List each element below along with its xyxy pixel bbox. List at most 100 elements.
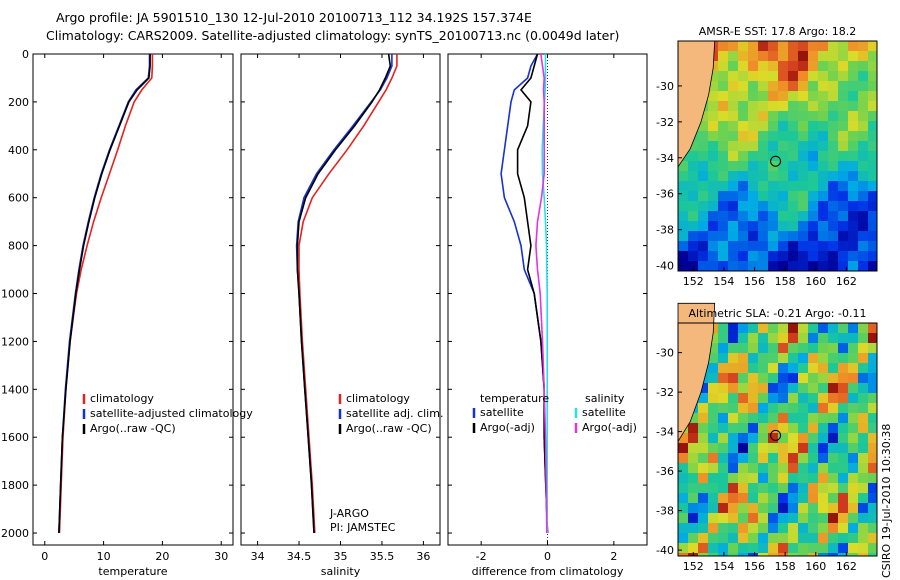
map-cell: [778, 141, 788, 151]
map-cell: [808, 463, 818, 473]
map-cell: [778, 383, 788, 393]
map-cell: [778, 533, 788, 543]
map-cell: [728, 211, 738, 221]
map-cell: [818, 433, 828, 443]
map-cell: [708, 131, 718, 141]
map-cell: [788, 553, 798, 556]
map-cell: [828, 171, 838, 181]
map-cell: [828, 261, 838, 271]
map-cell: [718, 151, 728, 161]
lon-tick-label: 160: [805, 560, 826, 573]
map-cell: [708, 91, 718, 101]
map-cell: [848, 543, 858, 553]
map-cell: [738, 453, 748, 463]
map-cell: [738, 151, 748, 161]
map-cell: [758, 171, 768, 181]
map-cell: [838, 201, 848, 211]
map-cell: [848, 201, 858, 211]
map-cell: [738, 261, 748, 271]
lon-tick-label: 152: [683, 275, 704, 288]
map-cell: [758, 523, 768, 533]
map-cell: [678, 161, 688, 171]
map-cell: [858, 503, 868, 513]
map-cell: [698, 383, 708, 393]
x-tick-label: 10: [97, 550, 111, 563]
map-cell: [808, 141, 818, 151]
map-cell: [708, 413, 718, 423]
map-cell: [698, 393, 708, 403]
map-cell: [698, 543, 708, 553]
map-cell: [848, 453, 858, 463]
map-cell: [858, 393, 868, 403]
map-cell: [708, 261, 718, 271]
map-cell: [798, 191, 808, 201]
map-cell: [808, 131, 818, 141]
map-cell: [798, 493, 808, 503]
map-cell: [748, 403, 758, 413]
map-cell: [798, 533, 808, 543]
map-cell: [828, 71, 838, 81]
map-cell: [868, 91, 877, 101]
map-cell: [868, 523, 877, 533]
map-cell: [788, 493, 798, 503]
map-cell: [728, 553, 738, 556]
lon-tick-label: 152: [683, 560, 704, 573]
map-cell: [838, 553, 848, 556]
map-cell: [848, 261, 858, 271]
map-cell: [818, 513, 828, 523]
map-cell: [768, 191, 778, 201]
map-cell: [748, 91, 758, 101]
map-cell: [838, 383, 848, 393]
map-cell: [718, 393, 728, 403]
map-cell: [758, 373, 768, 383]
map-cell: [718, 181, 728, 191]
lon-tick-label: 156: [744, 275, 765, 288]
map-cell: [688, 503, 698, 513]
map-cell: [708, 353, 718, 363]
map-cell: [718, 413, 728, 423]
map-cell: [748, 533, 758, 543]
map-cell: [868, 423, 877, 433]
map-cell: [718, 211, 728, 221]
map-cell: [808, 393, 818, 403]
map-cell: [848, 383, 858, 393]
map-cell: [798, 333, 808, 343]
map-cell: [688, 423, 698, 433]
map-cell: [758, 403, 768, 413]
map-cell: [748, 553, 758, 556]
map-cell: [728, 473, 738, 483]
map-cell: [838, 161, 848, 171]
map-cell: [788, 543, 798, 553]
map-cell: [718, 121, 728, 131]
map-cell: [838, 433, 848, 443]
x-tick-label: 0: [544, 550, 551, 563]
map-cell: [748, 211, 758, 221]
map-cell: [828, 373, 838, 383]
map-cell: [738, 333, 748, 343]
map-cell: [838, 373, 848, 383]
map-cell: [718, 513, 728, 523]
map-cell: [848, 211, 858, 221]
map-cell: [848, 171, 858, 181]
map-cell: [728, 61, 738, 71]
map-cell: [808, 543, 818, 553]
map-cell: [738, 211, 748, 221]
map-cell: [818, 523, 828, 533]
sla-map-frame: [677, 322, 878, 557]
map-cell: [868, 231, 877, 241]
map-cell: [688, 473, 698, 483]
map-cell: [688, 261, 698, 271]
map-cell: [868, 131, 877, 141]
sst-map: 152 154 156 158 160 162 -30 -32 -34 -36 -38 -40 AMSR…: [656, 25, 878, 288]
map-cell: [778, 473, 788, 483]
map-cell: [828, 81, 838, 91]
map-cell: [758, 333, 768, 343]
map-cell: [858, 553, 868, 556]
x-axis-label: temperature: [98, 565, 167, 578]
y-tick-label: 1800: [1, 479, 29, 492]
lon-tick-label: 156: [744, 560, 765, 573]
map-cell: [778, 211, 788, 221]
x-tick-label: 30: [214, 550, 228, 563]
map-cell: [718, 101, 728, 111]
map-cell: [738, 171, 748, 181]
